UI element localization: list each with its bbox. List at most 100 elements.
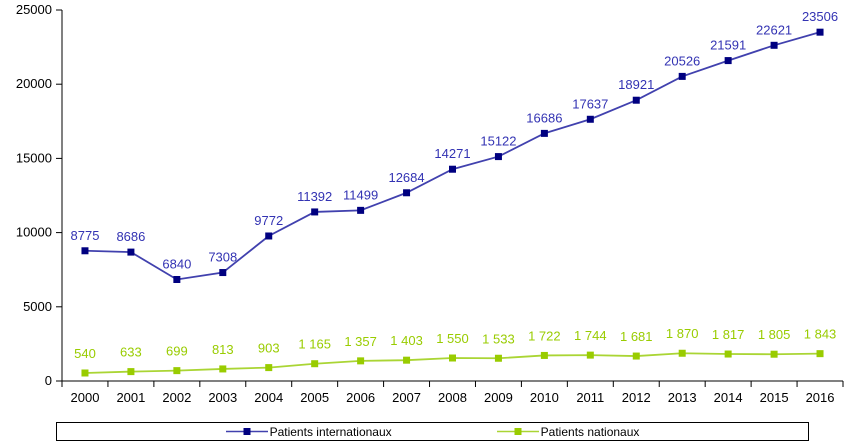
legend-label-internationaux: Patients internationaux (269, 424, 392, 439)
legend-label-nationaux: Patients nationaux (540, 424, 640, 439)
series-1-data-label: 1 722 (528, 328, 561, 343)
series-0-data-label: 7308 (208, 250, 237, 265)
series-0-data-label: 20526 (664, 53, 700, 68)
y-tick-label: 20000 (16, 76, 52, 91)
series-1-data-label: 1 165 (298, 337, 331, 352)
series-0-data-label: 8775 (71, 228, 100, 243)
series-0-marker (127, 248, 135, 256)
y-tick-label: 15000 (16, 150, 52, 165)
series-0-marker (403, 189, 411, 197)
series-1-data-label: 1 681 (620, 329, 653, 344)
series-1-data-label: 540 (74, 346, 96, 361)
series-1-marker (494, 354, 502, 362)
series-1-marker (357, 357, 365, 365)
series-0-data-label: 8686 (116, 229, 145, 244)
series-0-data-label: 22621 (756, 22, 792, 37)
series-1-marker (678, 349, 686, 357)
y-tick-label: 0 (45, 373, 52, 388)
series-0-marker (540, 129, 548, 137)
series-1-data-label: 1 403 (390, 333, 423, 348)
series-1-data-label: 1 744 (574, 328, 607, 343)
series-0-data-label: 12684 (388, 170, 424, 185)
y-tick-label: 10000 (16, 225, 52, 240)
series-1-marker (173, 367, 181, 375)
series-1-marker (816, 350, 824, 358)
series-0-data-label: 6840 (162, 256, 191, 271)
series-1-marker (311, 360, 319, 368)
legend-item-patients-nationaux: Patients nationaux (496, 424, 640, 439)
series-1-data-label: 1 533 (482, 331, 515, 346)
series-1-marker (586, 351, 594, 359)
x-tick-label: 2004 (254, 390, 283, 405)
x-tick-label: 2016 (806, 390, 835, 405)
series-1-marker (540, 351, 548, 359)
series-0-marker (449, 165, 456, 173)
x-tick-label: 2005 (300, 390, 329, 405)
series-1-marker (219, 365, 227, 373)
series-1-data-label: 1 550 (436, 331, 469, 346)
series-1-marker (127, 368, 135, 376)
y-tick-label: 5000 (23, 299, 52, 314)
series-1-marker (632, 352, 640, 360)
legend-item-patients-internationaux: Patients internationaux (225, 424, 392, 439)
legend: Patients internationaux Patients nationa… (56, 422, 809, 441)
series-1-data-label: 903 (258, 341, 280, 356)
series-0-data-label: 11499 (343, 187, 378, 202)
series-1-marker (449, 354, 456, 362)
x-tick-label: 2010 (530, 390, 559, 405)
series-1-marker (81, 369, 89, 377)
series-0-marker (724, 57, 732, 65)
legend-marker-line-icon (496, 428, 539, 435)
series-1-data-label: 1 843 (804, 327, 837, 342)
x-tick-label: 2011 (576, 390, 604, 405)
x-tick-label: 2015 (760, 390, 789, 405)
series-1-data-label: 1 817 (712, 327, 745, 342)
series-0-data-label: 11392 (297, 189, 332, 204)
series-0-marker (219, 269, 227, 277)
series-0-marker (816, 28, 824, 36)
y-tick-label: 25000 (16, 2, 52, 17)
x-tick-label: 2006 (346, 390, 375, 405)
series-0-data-label: 9772 (254, 213, 283, 228)
x-tick-label: 2012 (622, 390, 651, 405)
series-0-marker (173, 275, 181, 283)
series-0-data-label: 14271 (434, 146, 470, 161)
series-1-data-label: 699 (166, 344, 188, 359)
x-tick-label: 2008 (438, 390, 467, 405)
x-tick-label: 2009 (484, 390, 513, 405)
series-1-data-label: 1 357 (344, 334, 377, 349)
series-0-marker (81, 247, 89, 255)
series-0-data-label: 21591 (710, 38, 746, 53)
x-tick-label: 2014 (714, 390, 743, 405)
series-1-data-label: 633 (120, 345, 142, 360)
series-0-marker (357, 206, 365, 214)
series-0-data-label: 23506 (802, 9, 838, 24)
series-1-data-label: 813 (212, 342, 234, 357)
series-1-marker (265, 364, 273, 372)
series-1-data-label: 1 805 (758, 327, 791, 342)
chart-plot-area: 0 5000 10000 15000 20000 25000 2000 2001 2002 200… (16, 2, 844, 405)
series-1-data-label: 1 870 (666, 326, 699, 341)
series-0-marker (678, 72, 686, 80)
x-tick-label: 2001 (116, 390, 145, 405)
legend-marker-line-icon (225, 428, 268, 435)
x-tick-label: 2003 (208, 390, 237, 405)
series-0-marker (586, 115, 594, 123)
series-0-marker (311, 208, 319, 216)
x-tick-label: 2002 (162, 390, 191, 405)
series-1-marker (724, 350, 732, 358)
series-0-marker (494, 153, 502, 161)
series-1-marker (403, 356, 411, 364)
series-0-data-label: 18921 (618, 77, 654, 92)
series-0-data-label: 17637 (572, 96, 608, 111)
series-0-marker (770, 41, 778, 49)
series-0-marker (632, 96, 640, 104)
series-0-data-label: 15122 (480, 134, 516, 149)
x-tick-label: 2000 (71, 390, 100, 405)
series-0-marker (265, 232, 273, 240)
x-tick-label: 2013 (668, 390, 697, 405)
series-0-data-label: 16686 (526, 110, 562, 125)
x-tick-label: 2007 (392, 390, 421, 405)
series-1-marker (770, 350, 778, 358)
